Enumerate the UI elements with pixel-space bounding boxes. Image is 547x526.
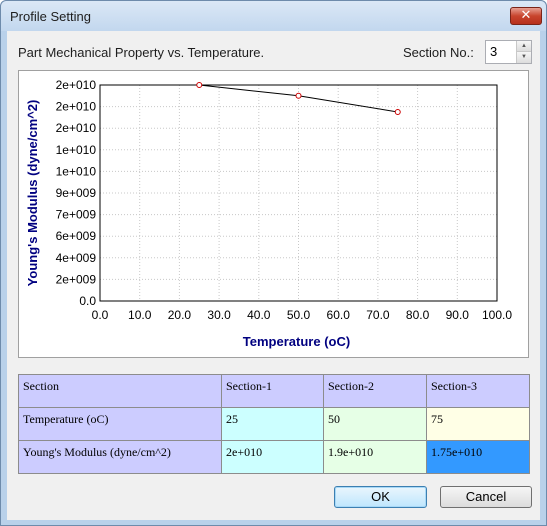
header-cell-section-3[interactable]: Section-3 <box>426 374 530 408</box>
x-tick-label: 50.0 <box>287 308 311 322</box>
window-title: Profile Setting <box>10 9 91 24</box>
x-tick-label: 80.0 <box>406 308 430 322</box>
y-axis-label: Young's Modulus (dyne/cm^2) <box>25 100 40 287</box>
y-tick-label: 2e+010 <box>56 100 97 114</box>
row-label-temperature[interactable]: Temperature (oC) <box>18 407 222 441</box>
section-number-label: Section No.: <box>403 45 474 60</box>
table-row: Young's Modulus (dyne/cm^2) 2e+010 1.9e+… <box>18 440 530 474</box>
modulus-temperature-chart: 0.0 10.0 20.0 30.0 40.0 50.0 60.0 70.0 80.0 90.0 1… <box>25 78 512 349</box>
close-icon: ✕ <box>520 8 532 23</box>
arrow-up-icon: ▲ <box>521 43 527 49</box>
y-tick-label: 1e+010 <box>56 143 97 157</box>
cell-modulus-2[interactable]: 1.9e+010 <box>323 440 427 474</box>
section-number-spinner[interactable]: 3 ▲ ▼ <box>485 40 532 64</box>
close-button[interactable]: ✕ <box>510 7 542 25</box>
y-tick-label: 2e+010 <box>56 121 97 135</box>
cell-temperature-3[interactable]: 75 <box>426 407 530 441</box>
cell-modulus-3[interactable]: 1.75e+010 <box>426 440 530 474</box>
dialog-client-area: Part Mechanical Property vs. Temperature… <box>7 31 540 520</box>
x-tick-label: 90.0 <box>446 308 470 322</box>
x-tick-label: 0.0 <box>92 308 109 322</box>
y-tick-label: 6e+009 <box>56 229 97 243</box>
x-tick-label: 20.0 <box>168 308 192 322</box>
table-row: Temperature (oC) 25 50 75 <box>18 407 530 441</box>
row-label-modulus[interactable]: Young's Modulus (dyne/cm^2) <box>18 440 222 474</box>
x-tick-label: 40.0 <box>247 308 271 322</box>
header-cell-section-1[interactable]: Section-1 <box>221 374 324 408</box>
x-tick-label: 30.0 <box>207 308 231 322</box>
x-tick-label: 70.0 <box>366 308 390 322</box>
y-tick-label: 4e+009 <box>56 251 97 265</box>
y-tick-label: 1e+010 <box>56 164 97 178</box>
cell-temperature-1[interactable]: 25 <box>221 407 324 441</box>
page-title: Part Mechanical Property vs. Temperature… <box>18 45 265 60</box>
cell-modulus-1[interactable]: 2e+010 <box>221 440 324 474</box>
x-tick-label: 60.0 <box>327 308 351 322</box>
x-tick-label: 10.0 <box>128 308 152 322</box>
y-tick-label: 7e+009 <box>56 208 97 222</box>
y-tick-label: 0.0 <box>79 294 96 308</box>
title-bar[interactable]: Profile Setting ✕ <box>1 1 546 31</box>
x-tick-label: 100.0 <box>482 308 512 322</box>
arrow-down-icon: ▼ <box>521 54 527 60</box>
property-table: Section Section-1 Section-2 Section-3 Te… <box>18 374 530 474</box>
data-point <box>295 92 302 99</box>
cell-temperature-2[interactable]: 50 <box>323 407 427 441</box>
data-point <box>394 109 401 115</box>
header-cell-section[interactable]: Section <box>18 374 222 408</box>
section-number-value[interactable]: 3 <box>490 44 498 59</box>
x-axis-label: Temperature (oC) <box>243 334 350 349</box>
spin-down-button[interactable]: ▼ <box>516 52 531 63</box>
data-point <box>196 82 203 88</box>
ok-button[interactable]: OK <box>334 486 427 508</box>
header-cell-section-2[interactable]: Section-2 <box>323 374 427 408</box>
plot-area-frame <box>99 84 498 302</box>
spin-up-button[interactable]: ▲ <box>516 41 531 52</box>
y-tick-label: 9e+009 <box>56 186 97 200</box>
chart-panel: 0.0 10.0 20.0 30.0 40.0 50.0 60.0 70.0 80.0 90.0 1… <box>18 70 529 358</box>
y-tick-label: 2e+009 <box>56 272 97 286</box>
table-header-row: Section Section-1 Section-2 Section-3 <box>18 374 530 408</box>
y-tick-label: 2e+010 <box>56 78 97 92</box>
cancel-button[interactable]: Cancel <box>440 486 532 508</box>
